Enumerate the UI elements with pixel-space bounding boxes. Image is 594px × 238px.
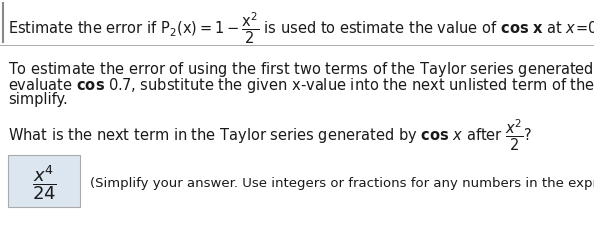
Text: evaluate $\mathbf{cos}\ 0.7$, substitute the given x-value into the next unliste: evaluate $\mathbf{cos}\ 0.7$, substitute… — [8, 76, 594, 95]
Text: What is the next term in the Taylor series generated by $\mathbf{cos}\ x$ after : What is the next term in the Taylor seri… — [8, 118, 532, 153]
Text: Estimate the error if $\mathrm{P_2(x) = 1-\dfrac{x^2}{2}}$ is used to estimate t: Estimate the error if $\mathrm{P_2(x) = … — [8, 10, 594, 46]
Text: To estimate the error of using the first two terms of the Taylor series generate: To estimate the error of using the first… — [8, 60, 594, 79]
Text: simplify.: simplify. — [8, 92, 68, 107]
Text: $\dfrac{x^4}{24}$: $\dfrac{x^4}{24}$ — [31, 164, 56, 202]
Text: (Simplify your answer. Use integers or fractions for any numbers in the expressi: (Simplify your answer. Use integers or f… — [90, 177, 594, 189]
FancyBboxPatch shape — [8, 155, 80, 207]
